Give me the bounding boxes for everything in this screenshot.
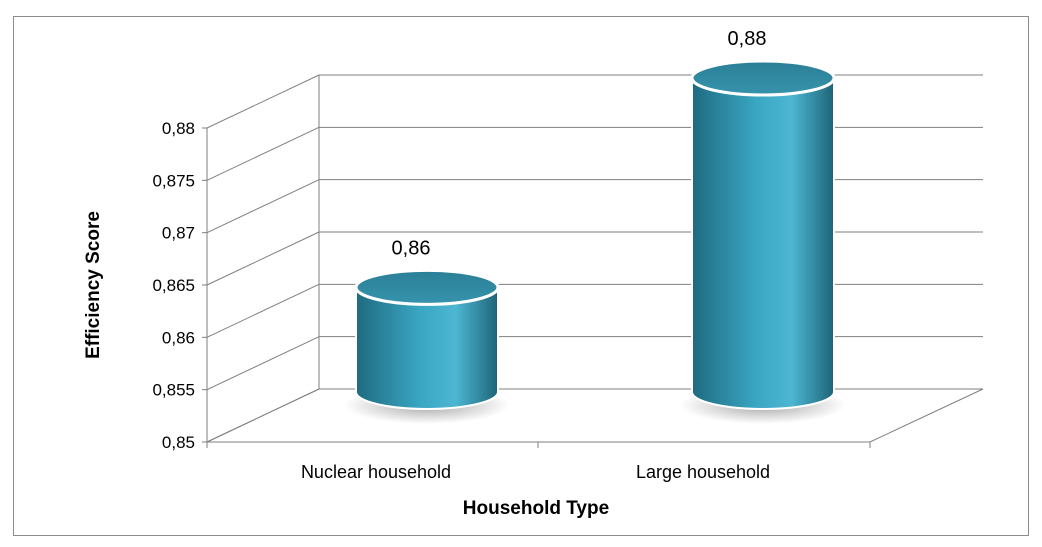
y-tick-label: 0,85 xyxy=(162,433,195,452)
y-tick-label: 0,86 xyxy=(162,328,195,347)
bar-top xyxy=(690,59,836,97)
gridline-side-6 xyxy=(206,74,320,129)
data-label: 0,88 xyxy=(728,28,767,50)
labels-layer: 0,85 0,855 0,86 0,865 0,87 0,875 0,88 0,86 0,88 N… xyxy=(152,28,770,482)
bar-cylinder xyxy=(691,77,835,410)
gridline-side-2 xyxy=(206,283,320,338)
bars-layer xyxy=(344,59,846,424)
data-label: 0,86 xyxy=(392,237,431,259)
floor-outline xyxy=(206,388,984,443)
gridline-side-3 xyxy=(206,231,320,286)
grid-layer xyxy=(202,74,984,448)
x-category-label: Nuclear household xyxy=(301,462,451,482)
gridline-side-4 xyxy=(206,179,320,234)
y-tick-label: 0,87 xyxy=(162,224,195,243)
gridline-side-1 xyxy=(206,336,320,391)
x-category-label: Large household xyxy=(636,462,770,482)
y-axis-title: Efficiency Score xyxy=(83,211,104,359)
gridline-side-5 xyxy=(206,126,320,181)
chart-frame xyxy=(13,16,1029,536)
y-tick-label: 0,855 xyxy=(152,381,195,400)
bar-top xyxy=(354,268,500,306)
x-axis-title: Household Type xyxy=(463,498,609,519)
y-tick-label: 0,865 xyxy=(152,276,195,295)
y-tick-label: 0,88 xyxy=(162,119,195,138)
y-tick-label: 0,875 xyxy=(152,171,195,190)
